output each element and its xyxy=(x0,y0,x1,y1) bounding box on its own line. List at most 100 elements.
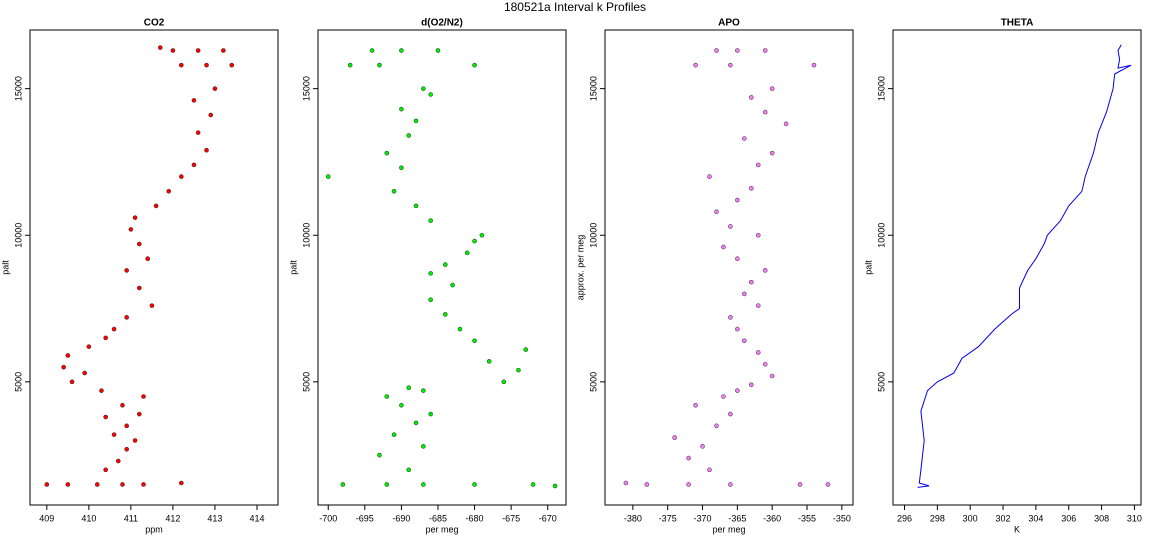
point xyxy=(735,326,740,332)
point xyxy=(421,482,426,487)
point xyxy=(783,121,789,127)
point xyxy=(728,224,733,229)
x-tick-label: 414 xyxy=(249,513,264,523)
point xyxy=(103,335,108,341)
point xyxy=(208,112,214,118)
point xyxy=(721,244,726,250)
point xyxy=(728,482,733,487)
point xyxy=(221,48,226,53)
y-axis-label: palt xyxy=(863,260,873,275)
x-tick-label: -680 xyxy=(466,513,484,523)
x-tick-label: -365 xyxy=(728,513,746,523)
point xyxy=(693,403,698,408)
x-tick-label: -700 xyxy=(319,513,337,523)
point xyxy=(457,326,463,332)
point xyxy=(742,291,747,297)
point xyxy=(811,62,817,68)
point xyxy=(728,411,733,417)
point xyxy=(762,361,768,367)
point xyxy=(742,338,747,344)
point xyxy=(229,62,235,68)
x-axis-label: K xyxy=(1014,524,1020,534)
point xyxy=(136,411,142,417)
point xyxy=(124,268,129,273)
point xyxy=(748,279,754,285)
point xyxy=(65,353,71,358)
point xyxy=(755,350,761,355)
point xyxy=(472,62,477,68)
point xyxy=(132,438,138,443)
x-tick-label: -350 xyxy=(833,513,851,523)
point xyxy=(65,482,71,487)
point xyxy=(391,188,397,194)
point xyxy=(413,420,419,426)
point xyxy=(204,147,209,153)
point xyxy=(141,394,146,399)
point xyxy=(769,86,775,91)
y-tick-label: 5000 xyxy=(876,372,886,392)
point xyxy=(428,271,433,276)
plot-frame xyxy=(892,29,1142,506)
point xyxy=(195,130,201,135)
y-tick-label: 15000 xyxy=(301,76,311,101)
point xyxy=(124,446,129,452)
point xyxy=(552,483,558,489)
point xyxy=(421,86,426,91)
point xyxy=(464,250,470,256)
y-tick-label: 5000 xyxy=(588,372,598,392)
point xyxy=(99,388,104,393)
x-tick-label: -380 xyxy=(624,513,642,523)
point xyxy=(501,379,507,385)
point xyxy=(442,312,448,317)
point xyxy=(748,186,754,191)
point xyxy=(516,367,521,373)
point xyxy=(413,118,419,124)
point xyxy=(797,482,803,487)
point xyxy=(384,482,390,487)
point xyxy=(755,303,761,308)
point xyxy=(714,209,719,215)
point xyxy=(486,359,492,364)
point xyxy=(428,218,433,223)
y-axis-label: approx. per meg xyxy=(575,235,585,301)
point xyxy=(158,45,163,50)
point xyxy=(120,482,125,487)
point xyxy=(399,48,404,53)
point xyxy=(686,455,691,461)
y-tick-label: 10000 xyxy=(13,223,23,248)
point xyxy=(191,98,197,103)
point xyxy=(735,48,740,53)
point xyxy=(755,232,761,238)
point xyxy=(141,482,146,487)
point xyxy=(132,215,138,220)
point xyxy=(384,150,390,156)
x-tick-label: 298 xyxy=(930,513,945,523)
point xyxy=(762,268,768,273)
point xyxy=(748,95,754,100)
point xyxy=(442,262,448,267)
point xyxy=(124,423,129,429)
y-tick-label: 10000 xyxy=(301,223,311,248)
x-tick-label: 411 xyxy=(124,513,138,523)
point xyxy=(435,48,441,53)
plot-frame xyxy=(604,29,854,506)
x-tick-label: 306 xyxy=(1061,513,1076,523)
point xyxy=(472,482,477,487)
x-axis-label: per meg xyxy=(712,524,745,534)
point xyxy=(136,241,142,247)
y-tick-label: 5000 xyxy=(301,372,311,392)
point xyxy=(340,482,346,487)
point xyxy=(421,388,426,393)
point xyxy=(623,480,629,486)
x-tick-label: 296 xyxy=(897,513,912,523)
y-axis-label: palt xyxy=(0,260,10,275)
y-tick-label: 10000 xyxy=(876,223,886,248)
point xyxy=(472,338,477,344)
point xyxy=(672,435,677,440)
x-tick-label: 413 xyxy=(207,513,222,523)
y-tick-label: 10000 xyxy=(588,223,598,248)
point xyxy=(111,432,117,437)
x-tick-label: -695 xyxy=(356,513,374,523)
